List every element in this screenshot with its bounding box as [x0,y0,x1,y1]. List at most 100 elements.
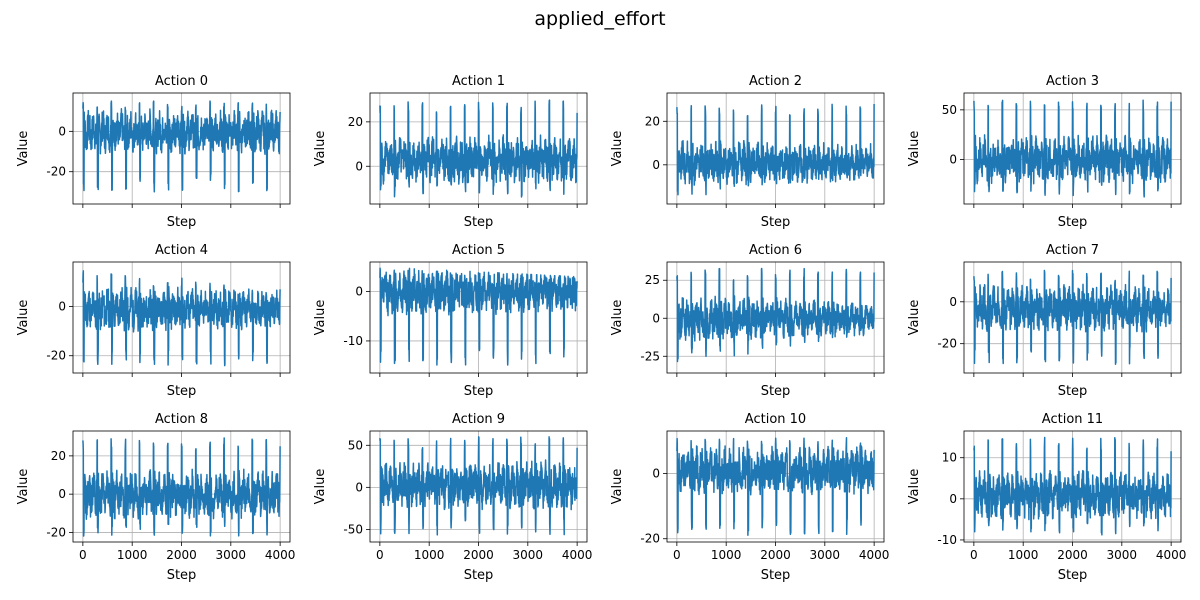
x-tick-label: 0 [673,548,681,562]
y-tick-label: 0 [355,285,363,299]
subplot-0: -20 0 Action 0 Step Value [16,74,291,230]
y-tick-label: -10 [937,533,957,547]
subplot-title: Action 2 [749,74,802,89]
x-tick-label: 4000 [562,548,593,562]
x-tick-label: 2000 [760,548,791,562]
y-tick-label: 10 [942,451,957,465]
subplot-10: 0 1000 2000 3000 4000 -20 0 Action 10 Step Value [610,412,889,583]
y-tick-label: -20 [46,525,66,539]
y-tick-label: -10 [343,334,363,348]
y-tick-label: 0 [355,159,363,173]
x-tick-label: 3000 [1107,548,1138,562]
x-tick-label: 2000 [166,548,197,562]
subplot-8: 0 1000 2000 3000 4000 -20 0 20 Action 8 Step Value [16,412,295,583]
data-series-line [973,99,1172,198]
y-axis-label: Value [610,469,625,505]
y-tick-label: -20 [937,337,957,351]
y-axis-label: Value [907,131,922,167]
data-series-line [82,100,281,193]
subplot-3: 0 50 Action 3 Step Value [907,74,1182,230]
y-axis-label: Value [313,469,328,505]
x-tick-label: 3000 [216,548,247,562]
x-tick-label: 0 [376,548,384,562]
y-tick-label: -50 [343,522,363,536]
subplot-11: 0 1000 2000 3000 4000 -10 0 10 Action 11 Step Valu… [907,412,1186,583]
y-tick-label: 20 [51,449,66,463]
y-tick-label: 20 [348,115,363,129]
subplot-title: Action 4 [155,243,208,258]
x-tick-label: 1000 [711,548,742,562]
data-series-line [379,436,578,536]
figure-title: applied_effort [534,8,666,30]
y-axis-label: Value [313,131,328,167]
x-tick-label: 2000 [463,548,494,562]
x-axis-label: Step [1058,568,1088,583]
y-tick-label: 0 [949,152,957,166]
data-series-line [676,267,875,363]
subplot-5: -10 0 Action 5 Step Value [313,243,588,399]
y-tick-label: 50 [942,103,957,117]
data-series-line [82,437,281,537]
y-tick-label: 25 [645,273,660,287]
x-axis-label: Step [167,215,197,230]
x-tick-label: 4000 [859,548,890,562]
x-tick-label: 3000 [513,548,544,562]
data-series-line [82,270,281,367]
x-axis-label: Step [761,568,791,583]
subplot-title: Action 8 [155,412,208,427]
y-axis-label: Value [907,469,922,505]
y-tick-label: 0 [652,466,660,480]
x-axis-label: Step [1058,384,1088,399]
subplot-1: 0 20 Action 1 Step Value [313,74,588,230]
x-axis-label: Step [464,384,494,399]
y-tick-label: 50 [348,438,363,452]
y-tick-label: 0 [58,124,66,138]
subplot-title: Action 9 [452,412,505,427]
subplot-title: Action 7 [1046,243,1099,258]
x-axis-label: Step [167,384,197,399]
data-series-line [379,99,578,198]
y-tick-label: 0 [652,158,660,172]
x-tick-label: 3000 [810,548,841,562]
x-axis-label: Step [464,568,494,583]
x-tick-label: 1000 [414,548,445,562]
x-axis-label: Step [761,384,791,399]
y-tick-label: -20 [46,349,66,363]
x-axis-label: Step [167,568,197,583]
subplot-title: Action 5 [452,243,505,258]
x-tick-label: 2000 [1057,548,1088,562]
data-series-line [973,436,1172,536]
data-series-line [379,267,578,366]
x-tick-label: 1000 [1008,548,1039,562]
y-axis-label: Value [16,131,31,167]
y-tick-label: -20 [640,532,660,546]
x-axis-label: Step [1058,215,1088,230]
subplot-4: -20 0 Action 4 Step Value [16,243,291,399]
data-series-line [676,437,875,536]
x-axis-label: Step [464,215,494,230]
y-axis-label: Value [610,300,625,336]
subplot-title: Action 10 [745,412,806,427]
x-tick-label: 0 [79,548,87,562]
subplot-2: 0 20 Action 2 Step Value [610,74,885,230]
y-tick-label: 0 [355,480,363,494]
x-axis-label: Step [761,215,791,230]
x-tick-label: 1000 [117,548,148,562]
data-series-line [973,269,1172,366]
subplot-7: -20 0 Action 7 Step Value [907,243,1182,399]
subplot-title: Action 6 [749,243,802,258]
y-axis-label: Value [313,300,328,336]
y-tick-label: 20 [645,114,660,128]
subplot-9: 0 1000 2000 3000 4000 -50 0 50 Action 9 Step Value [313,412,592,583]
subplot-title: Action 11 [1042,412,1103,427]
y-tick-label: 0 [949,295,957,309]
x-tick-label: 4000 [265,548,296,562]
subplot-title: Action 3 [1046,74,1099,89]
y-tick-label: 0 [949,492,957,506]
y-tick-label: 0 [58,299,66,313]
subplot-title: Action 1 [452,74,505,89]
data-series-line [676,103,875,196]
y-axis-label: Value [16,469,31,505]
subplot-title: Action 0 [155,74,208,89]
